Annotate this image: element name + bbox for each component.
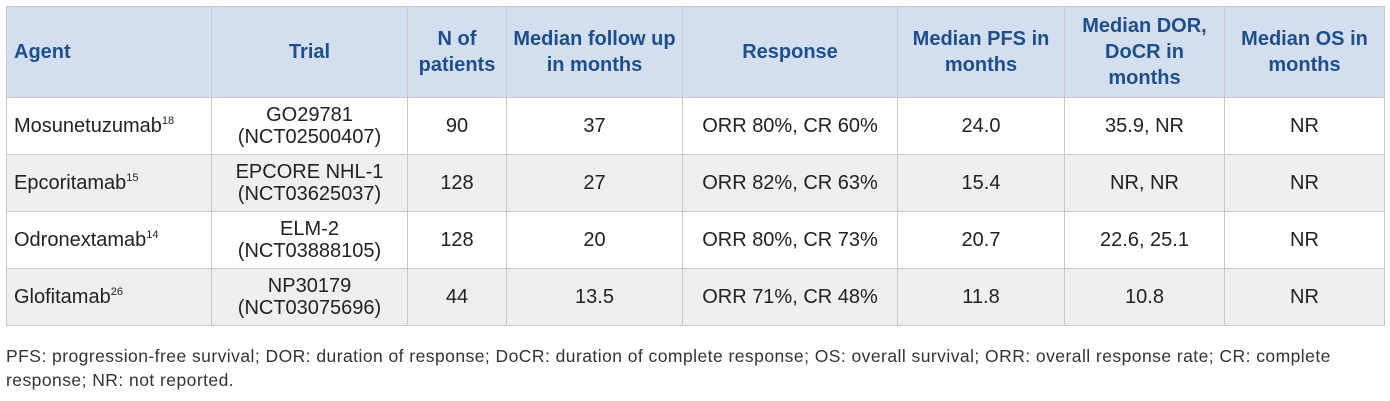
header-median-follow-up: Median follow up in months bbox=[506, 6, 683, 98]
header-trial: Trial bbox=[211, 6, 408, 98]
cell-response: ORR 80%, CR 73% bbox=[682, 211, 898, 269]
table-footnote: PFS: progression-free survival; DOR: dur… bbox=[6, 346, 1331, 390]
header-median-os: Median OS in months bbox=[1224, 6, 1385, 98]
trial-id: GO29781 bbox=[266, 104, 353, 126]
cell-follow-up: 27 bbox=[506, 154, 683, 212]
reference-number: 18 bbox=[161, 115, 175, 127]
trial-id: NP30179 bbox=[267, 275, 352, 297]
header-n-patients: N of patients bbox=[407, 6, 507, 98]
cell-os: NR bbox=[1224, 154, 1385, 212]
table-row: Odronextamab14 ELM-2 (NCT03888105) 128 20… bbox=[6, 211, 1385, 269]
header-median-pfs: Median PFS in months bbox=[897, 6, 1065, 98]
cell-response: ORR 80%, CR 60% bbox=[682, 97, 898, 155]
cell-follow-up: 13.5 bbox=[506, 268, 683, 326]
cell-os: NR bbox=[1224, 211, 1385, 269]
header-median-dor-docr: Median DOR, DoCR in months bbox=[1064, 6, 1225, 98]
reference-number: 26 bbox=[110, 286, 123, 298]
results-table: Agent Trial N of patients Median follow … bbox=[6, 6, 1385, 326]
cell-n-patients: 128 bbox=[407, 154, 507, 212]
cell-agent: Epcoritamab15 bbox=[6, 154, 212, 212]
cell-follow-up: 37 bbox=[506, 97, 683, 155]
trial-id: ELM-2 bbox=[280, 218, 339, 240]
cell-os: NR bbox=[1224, 97, 1385, 155]
cell-n-patients: 128 bbox=[407, 211, 507, 269]
cell-trial: GO29781 (NCT02500407) bbox=[211, 97, 408, 155]
cell-response: ORR 82%, CR 63% bbox=[682, 154, 898, 212]
header-agent: Agent bbox=[6, 6, 212, 98]
table-row: Epcoritamab15 EPCORE NHL-1 (NCT03625037) … bbox=[6, 154, 1385, 212]
cell-dor: NR, NR bbox=[1064, 154, 1225, 212]
cell-agent: Odronextamab14 bbox=[6, 211, 212, 269]
trial-id: EPCORE NHL-1 bbox=[235, 161, 384, 183]
cell-pfs: 20.7 bbox=[897, 211, 1065, 269]
cell-dor: 35.9, NR bbox=[1064, 97, 1225, 155]
cell-pfs: 24.0 bbox=[897, 97, 1065, 155]
reference-number: 14 bbox=[146, 229, 159, 241]
table-row: Glofitamab26 NP30179 (NCT03075696) 44 13.… bbox=[6, 268, 1385, 326]
cell-trial: ELM-2 (NCT03888105) bbox=[211, 211, 408, 269]
cell-agent: Mosunetuzumab18 bbox=[6, 97, 212, 155]
cell-trial: NP30179 (NCT03075696) bbox=[211, 268, 408, 326]
cell-follow-up: 20 bbox=[506, 211, 683, 269]
cell-trial: EPCORE NHL-1 (NCT03625037) bbox=[211, 154, 408, 212]
cell-response: ORR 71%, CR 48% bbox=[682, 268, 898, 326]
cell-agent: Glofitamab26 bbox=[6, 268, 212, 326]
trial-nct: (NCT03888105) bbox=[237, 240, 382, 262]
header-response: Response bbox=[682, 6, 898, 98]
agent-name: Odronextamab bbox=[14, 229, 147, 251]
table-row: Mosunetuzumab18 GO29781 (NCT02500407) 90 … bbox=[6, 97, 1385, 155]
agent-name: Glofitamab bbox=[14, 286, 111, 308]
cell-dor: 10.8 bbox=[1064, 268, 1225, 326]
trial-nct: (NCT03625037) bbox=[237, 183, 382, 205]
agent-name: Epcoritamab bbox=[14, 172, 127, 194]
cell-pfs: 15.4 bbox=[897, 154, 1065, 212]
cell-dor: 22.6, 25.1 bbox=[1064, 211, 1225, 269]
cell-pfs: 11.8 bbox=[897, 268, 1065, 326]
trial-nct: (NCT02500407) bbox=[237, 126, 382, 148]
reference-number: 15 bbox=[126, 172, 139, 184]
cell-os: NR bbox=[1224, 268, 1385, 326]
trial-nct: (NCT03075696) bbox=[237, 297, 382, 319]
agent-name: Mosunetuzumab bbox=[14, 115, 162, 137]
cell-n-patients: 90 bbox=[407, 97, 507, 155]
cell-n-patients: 44 bbox=[407, 268, 507, 326]
header-row: Agent Trial N of patients Median follow … bbox=[6, 6, 1385, 98]
